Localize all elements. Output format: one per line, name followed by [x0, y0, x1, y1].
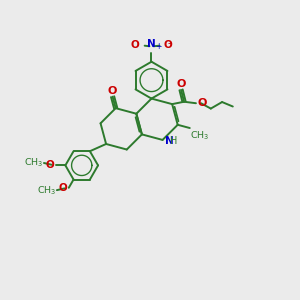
Text: O: O: [197, 98, 206, 108]
Text: CH$_3$: CH$_3$: [37, 184, 56, 197]
Text: O: O: [163, 40, 172, 50]
Text: O: O: [131, 40, 140, 50]
Text: -: -: [167, 38, 171, 48]
Text: N: N: [146, 39, 155, 49]
Text: +: +: [155, 42, 161, 51]
Text: O: O: [176, 79, 186, 89]
Text: H: H: [170, 136, 177, 146]
Text: O: O: [59, 183, 68, 193]
Text: CH$_3$: CH$_3$: [190, 129, 210, 142]
Text: CH$_3$: CH$_3$: [24, 157, 43, 169]
Text: N: N: [165, 136, 174, 146]
Text: O: O: [107, 85, 117, 95]
Text: O: O: [46, 160, 55, 170]
